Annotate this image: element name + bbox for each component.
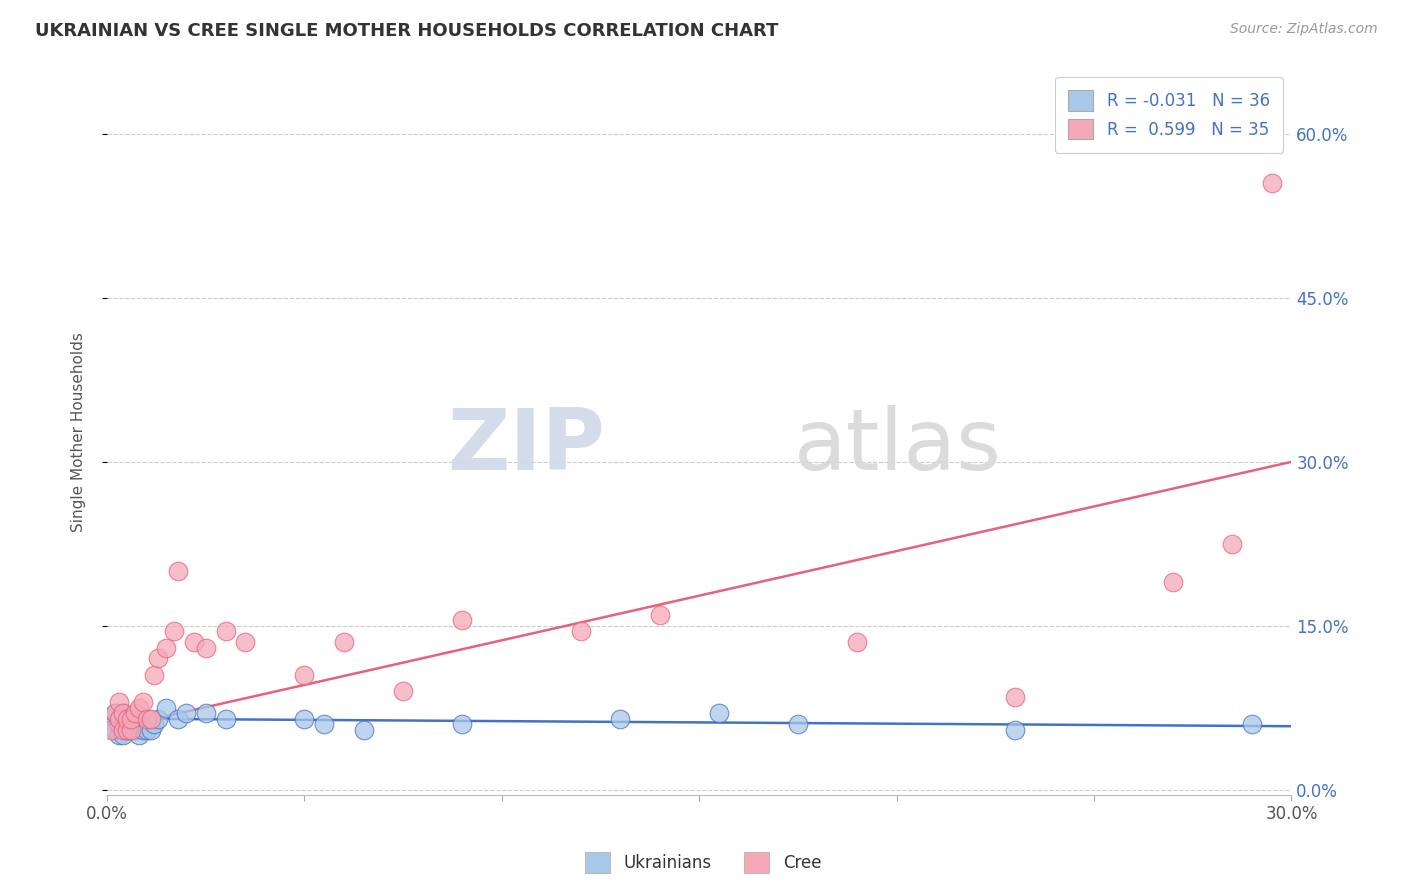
- Point: [128, 700, 150, 714]
- Point: [124, 723, 146, 737]
- Point: [1004, 723, 1026, 737]
- Point: [128, 728, 150, 742]
- Legend: R = -0.031   N = 36, R =  0.599   N = 35: R = -0.031 N = 36, R = 0.599 N = 35: [1054, 77, 1284, 153]
- Point: [100, 723, 122, 737]
- Point: [333, 635, 356, 649]
- Legend: Ukrainians, Cree: Ukrainians, Cree: [578, 846, 828, 880]
- Point: [167, 712, 190, 726]
- Text: ZIP: ZIP: [447, 405, 605, 488]
- Point: [108, 712, 131, 726]
- Point: [143, 668, 166, 682]
- Point: [139, 723, 162, 737]
- Point: [194, 640, 217, 655]
- Point: [131, 695, 153, 709]
- Point: [214, 712, 236, 726]
- Point: [104, 706, 127, 720]
- Point: [167, 564, 190, 578]
- Point: [194, 706, 217, 720]
- Point: [104, 723, 127, 737]
- Point: [294, 712, 316, 726]
- Point: [120, 723, 142, 737]
- Text: Source: ZipAtlas.com: Source: ZipAtlas.com: [1230, 22, 1378, 37]
- Point: [1161, 574, 1184, 589]
- Point: [163, 624, 186, 639]
- Point: [1260, 176, 1282, 190]
- Point: [1220, 537, 1243, 551]
- Point: [108, 717, 131, 731]
- Point: [148, 651, 170, 665]
- Point: [155, 640, 177, 655]
- Point: [115, 712, 138, 726]
- Point: [111, 706, 134, 720]
- Point: [314, 717, 336, 731]
- Point: [707, 706, 730, 720]
- Point: [115, 723, 138, 737]
- Point: [787, 717, 810, 731]
- Point: [111, 706, 134, 720]
- Point: [104, 706, 127, 720]
- Point: [120, 723, 142, 737]
- Point: [392, 684, 415, 698]
- Point: [1004, 690, 1026, 704]
- Point: [648, 607, 671, 622]
- Point: [108, 712, 131, 726]
- Point: [1240, 717, 1263, 731]
- Point: [155, 700, 177, 714]
- Point: [111, 728, 134, 742]
- Point: [111, 723, 134, 737]
- Point: [139, 712, 162, 726]
- Point: [214, 624, 236, 639]
- Point: [108, 695, 131, 709]
- Point: [115, 712, 138, 726]
- Point: [135, 723, 157, 737]
- Point: [148, 712, 170, 726]
- Point: [120, 717, 142, 731]
- Text: atlas: atlas: [794, 405, 1002, 488]
- Point: [233, 635, 256, 649]
- Point: [124, 706, 146, 720]
- Point: [183, 635, 205, 649]
- Point: [451, 717, 474, 731]
- Text: UKRAINIAN VS CREE SINGLE MOTHER HOUSEHOLDS CORRELATION CHART: UKRAINIAN VS CREE SINGLE MOTHER HOUSEHOL…: [35, 22, 779, 40]
- Point: [143, 717, 166, 731]
- Point: [115, 717, 138, 731]
- Point: [174, 706, 197, 720]
- Point: [569, 624, 592, 639]
- Point: [451, 613, 474, 627]
- Point: [609, 712, 631, 726]
- Y-axis label: Single Mother Households: Single Mother Households: [72, 332, 86, 532]
- Point: [100, 712, 122, 726]
- Point: [124, 717, 146, 731]
- Point: [108, 728, 131, 742]
- Point: [131, 723, 153, 737]
- Point: [135, 712, 157, 726]
- Point: [115, 723, 138, 737]
- Point: [353, 723, 375, 737]
- Point: [111, 717, 134, 731]
- Point: [120, 712, 142, 726]
- Point: [846, 635, 869, 649]
- Point: [294, 668, 316, 682]
